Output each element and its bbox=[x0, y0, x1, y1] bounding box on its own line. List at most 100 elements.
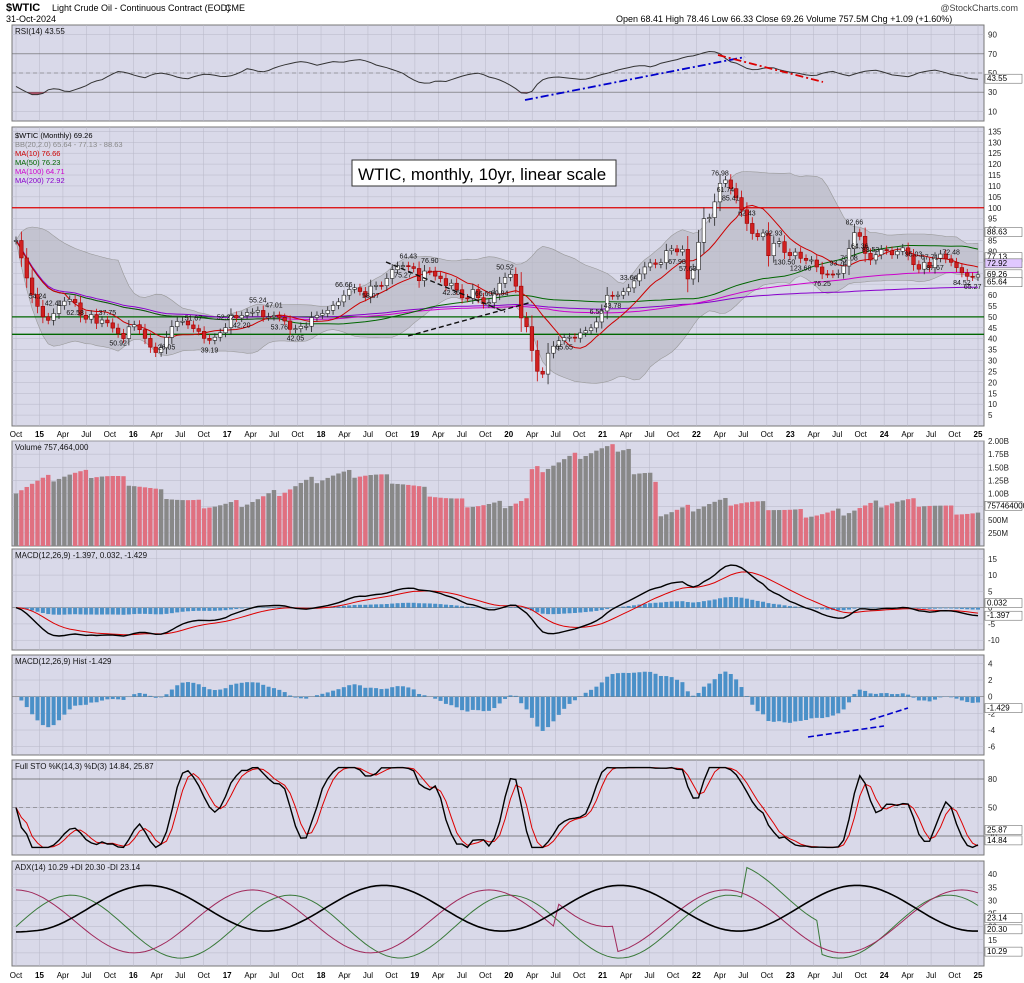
candle bbox=[164, 337, 169, 349]
price-label: 53.76 bbox=[271, 325, 289, 332]
macd-bar bbox=[943, 607, 948, 609]
volume-bar bbox=[583, 455, 588, 546]
x-tick-label: Jul bbox=[551, 971, 561, 980]
price-label: 64.36 bbox=[851, 243, 869, 250]
macd-bar bbox=[589, 607, 594, 612]
candle bbox=[900, 247, 905, 252]
right-label-box bbox=[984, 825, 1023, 835]
volume-bar bbox=[588, 453, 594, 546]
candle bbox=[916, 264, 921, 270]
price-label: 87.67 bbox=[926, 265, 944, 272]
volume-bar bbox=[228, 502, 234, 546]
price-label: 62.43 bbox=[738, 210, 756, 217]
candle bbox=[282, 317, 287, 322]
y-tick-label: -2 bbox=[988, 709, 996, 718]
macd-bar bbox=[443, 604, 448, 608]
candle bbox=[94, 314, 99, 324]
right-label: 72.92 bbox=[987, 259, 1008, 268]
y-tick-label: 1.75B bbox=[988, 450, 1009, 459]
volume-bar bbox=[905, 499, 911, 546]
candle bbox=[35, 294, 40, 307]
candle bbox=[642, 266, 647, 275]
price-label: 66.66 bbox=[335, 282, 353, 289]
candle bbox=[857, 232, 862, 237]
macd-bar bbox=[766, 603, 771, 608]
volume-bar bbox=[895, 501, 900, 546]
macd-bar bbox=[642, 603, 647, 608]
adx-line bbox=[15, 884, 978, 933]
volume-bar bbox=[35, 480, 40, 546]
volume-bar bbox=[196, 499, 201, 546]
macd-bar bbox=[825, 607, 830, 610]
candle bbox=[701, 218, 707, 243]
x-tick-label: Jul bbox=[832, 430, 842, 439]
macd-bar bbox=[744, 598, 749, 608]
hist-bar bbox=[519, 696, 524, 704]
volume-bar bbox=[62, 476, 67, 546]
candle bbox=[535, 350, 540, 372]
y-tick-label: 2 bbox=[988, 676, 993, 685]
volume-bar bbox=[540, 472, 545, 546]
price-label: 64.43 bbox=[400, 254, 418, 261]
candle bbox=[739, 197, 744, 211]
candle bbox=[846, 248, 852, 267]
candle bbox=[470, 289, 475, 299]
macd-bar bbox=[750, 599, 755, 608]
exchange: CME bbox=[225, 3, 245, 13]
price-label: 42.05 bbox=[287, 336, 305, 343]
volume-bar bbox=[862, 505, 868, 546]
volume-bar bbox=[132, 486, 137, 546]
candle bbox=[943, 253, 948, 260]
x-tick-label: Jul bbox=[363, 971, 373, 980]
price-label: 84.52 bbox=[953, 280, 971, 287]
hist-bar bbox=[750, 696, 755, 705]
volume-bar bbox=[379, 474, 384, 546]
macd-bar bbox=[669, 601, 674, 608]
volume-bar bbox=[723, 497, 728, 546]
price-label: 67.71 bbox=[921, 255, 939, 262]
macd-bar bbox=[933, 607, 938, 609]
candle bbox=[508, 274, 513, 278]
price-label: 58.07 bbox=[362, 293, 380, 300]
candle bbox=[954, 262, 959, 268]
volume-bar bbox=[99, 476, 105, 546]
volume-bar bbox=[954, 514, 959, 546]
macd-bar bbox=[836, 607, 841, 611]
volume-bar bbox=[110, 475, 115, 546]
x-tick-label: 15 bbox=[35, 971, 44, 980]
candle bbox=[454, 282, 459, 291]
volume-bar bbox=[868, 502, 873, 546]
candle bbox=[562, 337, 567, 342]
y-tick-label: -5 bbox=[988, 620, 996, 629]
macd-bar bbox=[218, 607, 223, 611]
hist-bar bbox=[766, 696, 771, 722]
x-tick-label: Jul bbox=[81, 971, 91, 980]
hist-bar bbox=[653, 673, 658, 697]
hist-bar bbox=[658, 675, 663, 697]
macd-bar bbox=[970, 607, 975, 610]
x-tick-label: Jul bbox=[457, 430, 467, 439]
candle bbox=[368, 285, 373, 298]
x-tick-label: Oct bbox=[291, 430, 304, 439]
candle bbox=[121, 333, 126, 339]
candle bbox=[185, 320, 191, 326]
volume-bar bbox=[72, 472, 78, 546]
x-tick-label: 22 bbox=[692, 430, 701, 439]
candle bbox=[304, 325, 309, 328]
volume-bar bbox=[739, 503, 744, 546]
hist-bar bbox=[594, 686, 599, 697]
macd-bar bbox=[83, 607, 88, 615]
y-tick-label: 135 bbox=[988, 127, 1002, 136]
candle bbox=[266, 316, 271, 318]
hist-bar bbox=[384, 688, 389, 697]
macd-bar bbox=[422, 603, 427, 608]
legend-entry: MA(50) 76.23 bbox=[15, 158, 60, 167]
volume-bar bbox=[486, 503, 492, 546]
hist-bar bbox=[78, 696, 83, 706]
y-tick-label: 0 bbox=[988, 604, 993, 613]
y-tick-label: 110 bbox=[988, 182, 1001, 191]
candle bbox=[750, 223, 755, 234]
volume-bar bbox=[94, 477, 99, 546]
macd-bar bbox=[976, 607, 980, 610]
candle bbox=[519, 285, 524, 319]
